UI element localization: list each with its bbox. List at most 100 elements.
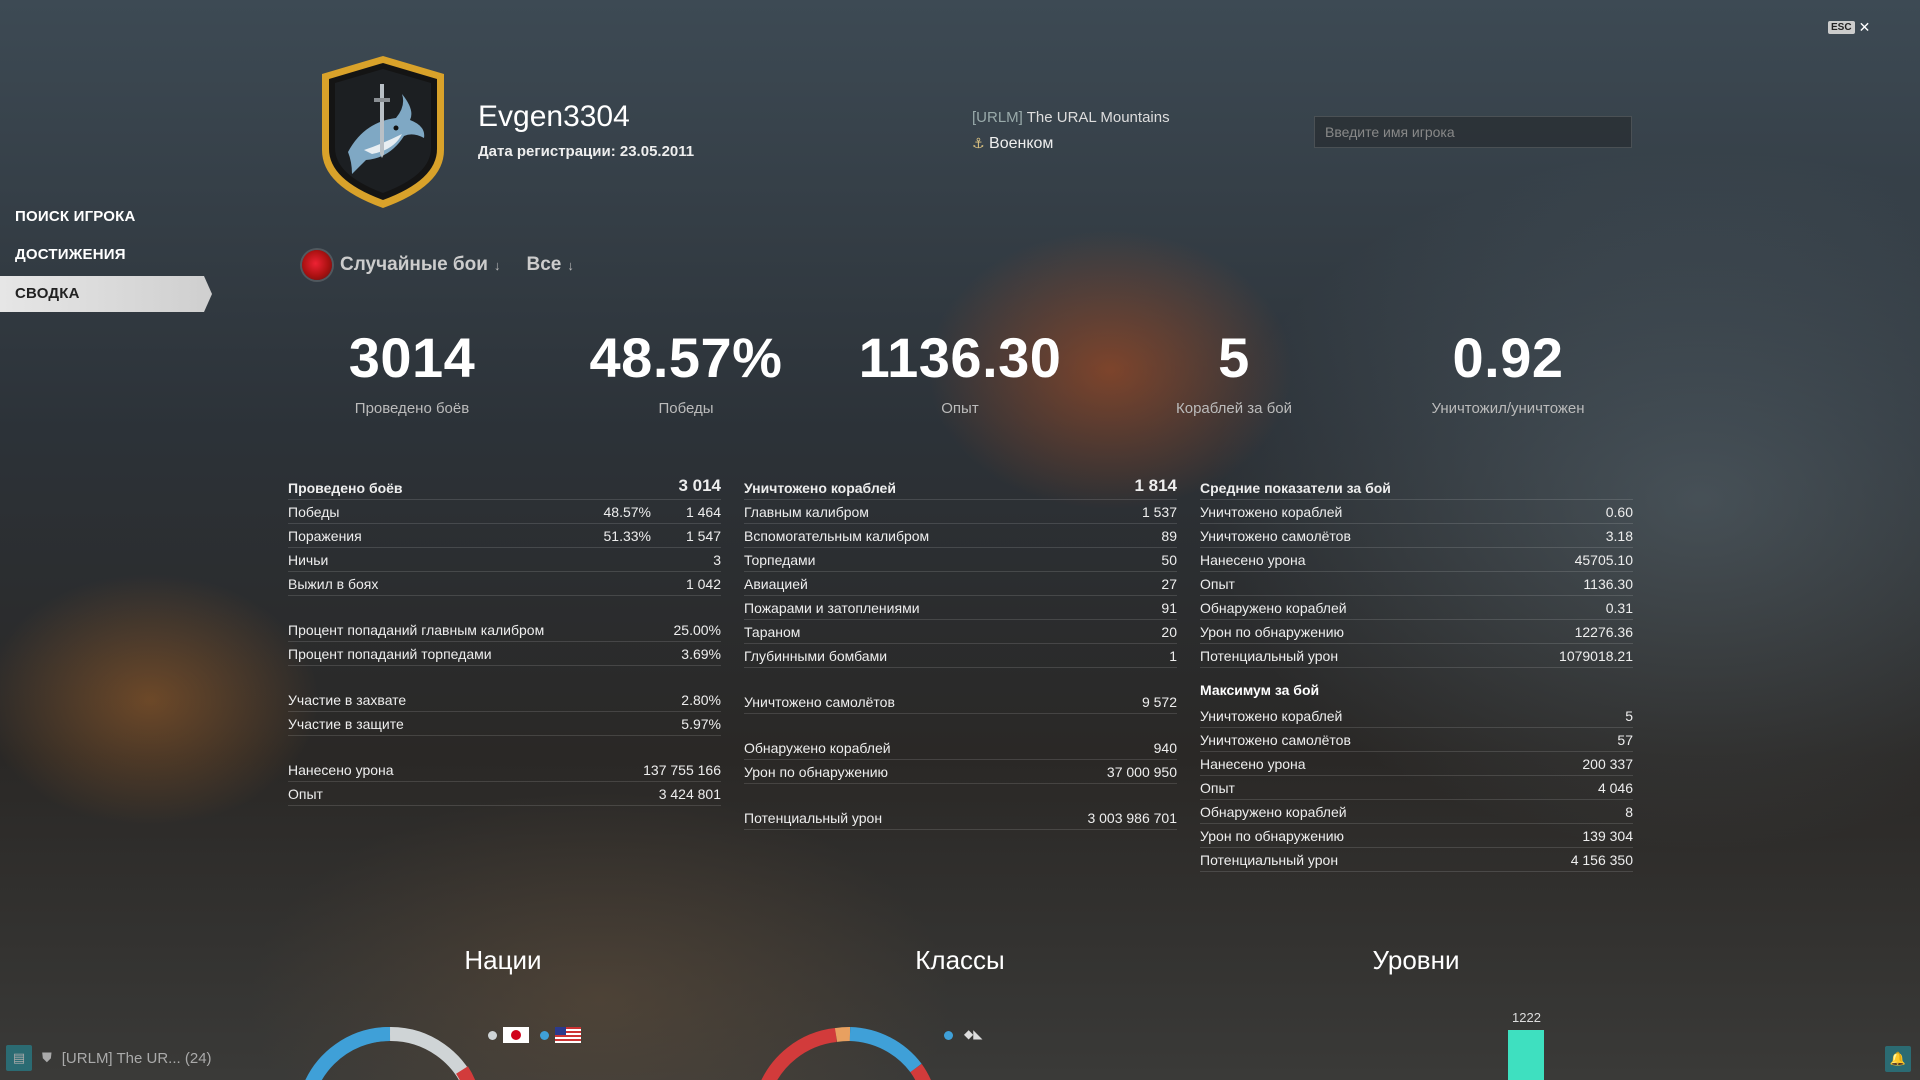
row-label: Поражения <box>288 528 362 544</box>
shield-icon: ⛊ <box>42 1050 52 1065</box>
summary-label: Проведено боёв <box>354 400 470 417</box>
stats-row: Потенциальный урон 4 156 350 <box>1200 848 1633 872</box>
row-label: Уничтожено самолётов <box>1200 732 1351 748</box>
nav-item-label: ДОСТИЖЕНИЯ <box>15 246 126 263</box>
row-value: 25.00% <box>673 622 721 638</box>
row-value: 4 046 <box>1597 780 1633 796</box>
stats-row: Опыт 4 046 <box>1200 776 1633 800</box>
row-label: Нанесено урона <box>1200 756 1306 772</box>
chat-button[interactable]: ▤ <box>6 1045 32 1071</box>
nav-item-achievements[interactable]: ДОСТИЖЕНИЯ <box>0 237 212 273</box>
anchor-icon: ⚓ <box>972 135 985 151</box>
stats-row: Тараном 20 <box>744 620 1177 644</box>
bell-icon: 🔔 <box>1889 1051 1907 1066</box>
row-value: 3.18 <box>1605 528 1633 544</box>
stats-row: Нанесено урона 200 337 <box>1200 752 1633 776</box>
row-value: 3.69% <box>681 646 721 662</box>
row-label: Потенциальный урон <box>1200 648 1339 664</box>
row-value: 137 755 166 <box>643 762 721 778</box>
stats-row: Участие в защите 5.97% <box>288 712 721 736</box>
chat-channel[interactable]: [URLM] The UR... (24) <box>62 1050 212 1067</box>
stats-header-row: Проведено боёв 3 014 <box>288 470 721 500</box>
row-label: Потенциальный урон <box>744 810 883 826</box>
notifications-button[interactable]: 🔔 <box>1885 1046 1911 1072</box>
row-label: Участие в защите <box>288 716 404 732</box>
row-label: Торпедами <box>744 552 816 568</box>
nav-item-summary[interactable]: СВОДКА <box>0 276 212 312</box>
stats-row: Обнаружено кораблей 8 <box>1200 800 1633 824</box>
stats-row: Обнаружено кораблей 0.31 <box>1200 596 1633 620</box>
stats-row: Опыт 3 424 801 <box>288 782 721 806</box>
clan-name: The URAL Mountains <box>1022 109 1170 126</box>
row-value: 1079018.21 <box>1559 648 1633 664</box>
row-label: Пожарами и затоплениями <box>744 600 920 616</box>
nations-title: Нации <box>464 945 542 975</box>
close-button[interactable]: ESC ✕ <box>1828 19 1870 36</box>
japan-flag-icon <box>503 1027 529 1043</box>
stats-row: Уничтожено самолётов 57 <box>1200 728 1633 752</box>
row-label: Опыт <box>1200 780 1235 796</box>
legend-dot <box>488 1031 497 1040</box>
classes-donut-chart <box>761 1027 931 1080</box>
ship-filter-label: Все <box>526 254 562 275</box>
tier-bar-label: 1222 <box>1512 1010 1541 1025</box>
chevron-down-icon: ↓ <box>567 257 574 273</box>
stats-row: Нанесено урона 45705.10 <box>1200 548 1633 572</box>
registration-date: Дата регистрации: 23.05.2011 <box>478 143 695 160</box>
row-value: 1 <box>1169 648 1177 664</box>
kills-stats-column: Уничтожено кораблей 1 814 Главным калибр… <box>744 470 1177 830</box>
classes-title: Классы <box>915 945 1005 975</box>
row-value: 3 <box>713 552 721 568</box>
row-value: 4 156 350 <box>1570 852 1633 868</box>
stats-row: Ничьи 3 <box>288 548 721 572</box>
row-value: 2.80% <box>681 692 721 708</box>
clan-link[interactable]: [URLM] The URAL Mountains <box>972 109 1170 126</box>
row-label: Авиацией <box>744 576 808 592</box>
row-value: 9 572 <box>1141 694 1177 710</box>
row-value: 89 <box>1161 528 1177 544</box>
summary-label: Кораблей за бой <box>1175 400 1293 417</box>
row-label: Опыт <box>1200 576 1235 592</box>
row-label: Обнаружено кораблей <box>1200 600 1347 616</box>
ship-filter-dropdown[interactable]: Все ↓ <box>526 254 573 276</box>
random-battles-icon <box>302 250 332 280</box>
summary-label: Победы <box>658 400 714 417</box>
player-search-input[interactable] <box>1314 116 1632 148</box>
nav-item-player-search[interactable]: ПОИСК ИГРОКА <box>0 199 212 235</box>
row-label: Уничтожено самолётов <box>1200 528 1351 544</box>
row-label: Обнаружено кораблей <box>1200 804 1347 820</box>
row-label: Главным калибром <box>744 504 869 520</box>
row-label: Ничьи <box>288 552 329 568</box>
summary-battles: 3014 Проведено боёв <box>274 325 550 417</box>
stats-row: Поражения 51.33% 1 547 <box>288 524 721 548</box>
stats-row: Урон по обнаружению 139 304 <box>1200 824 1633 848</box>
row-label: Победы <box>288 504 340 520</box>
row-value: 940 <box>1153 740 1177 756</box>
stats-row: Уничтожено самолётов 9 572 <box>744 690 1177 714</box>
stats-row: Главным калибром 1 537 <box>744 500 1177 524</box>
row-label: Выжил в боях <box>288 576 379 592</box>
stats-row: Урон по обнаружению 12276.36 <box>1200 620 1633 644</box>
clan-tag: [URLM] <box>972 109 1023 126</box>
row-label: Проведено боёв <box>288 480 403 496</box>
stats-row: Победы 48.57% 1 464 <box>288 500 721 524</box>
row-value: 27 <box>1161 576 1177 592</box>
stats-row: Выжил в боях 1 042 <box>288 572 721 596</box>
row-percent: 48.57% <box>603 504 651 520</box>
row-label: Урон по обнаружению <box>1200 624 1345 640</box>
row-value: 12276.36 <box>1574 624 1633 640</box>
row-value: 37 000 950 <box>1106 764 1177 780</box>
row-value: 8 <box>1625 804 1633 820</box>
stats-row: Вспомогательным калибром 89 <box>744 524 1177 548</box>
row-value: 139 304 <box>1582 828 1633 844</box>
battle-mode-dropdown[interactable]: Случайные бои ↓ <box>340 254 500 276</box>
row-label: Участие в захвате <box>288 692 407 708</box>
row-value: 3 003 986 701 <box>1087 810 1177 826</box>
row-value: 5 <box>1625 708 1633 724</box>
stats-row: Процент попаданий главным калибром 25.00% <box>288 618 721 642</box>
row-percent: 51.33% <box>603 528 651 544</box>
esc-key-badge: ESC <box>1828 21 1855 34</box>
row-label: Урон по обнаружению <box>744 764 889 780</box>
chat-channel-count: (24) <box>184 1049 212 1067</box>
row-value: 1136.30 <box>1583 576 1633 592</box>
